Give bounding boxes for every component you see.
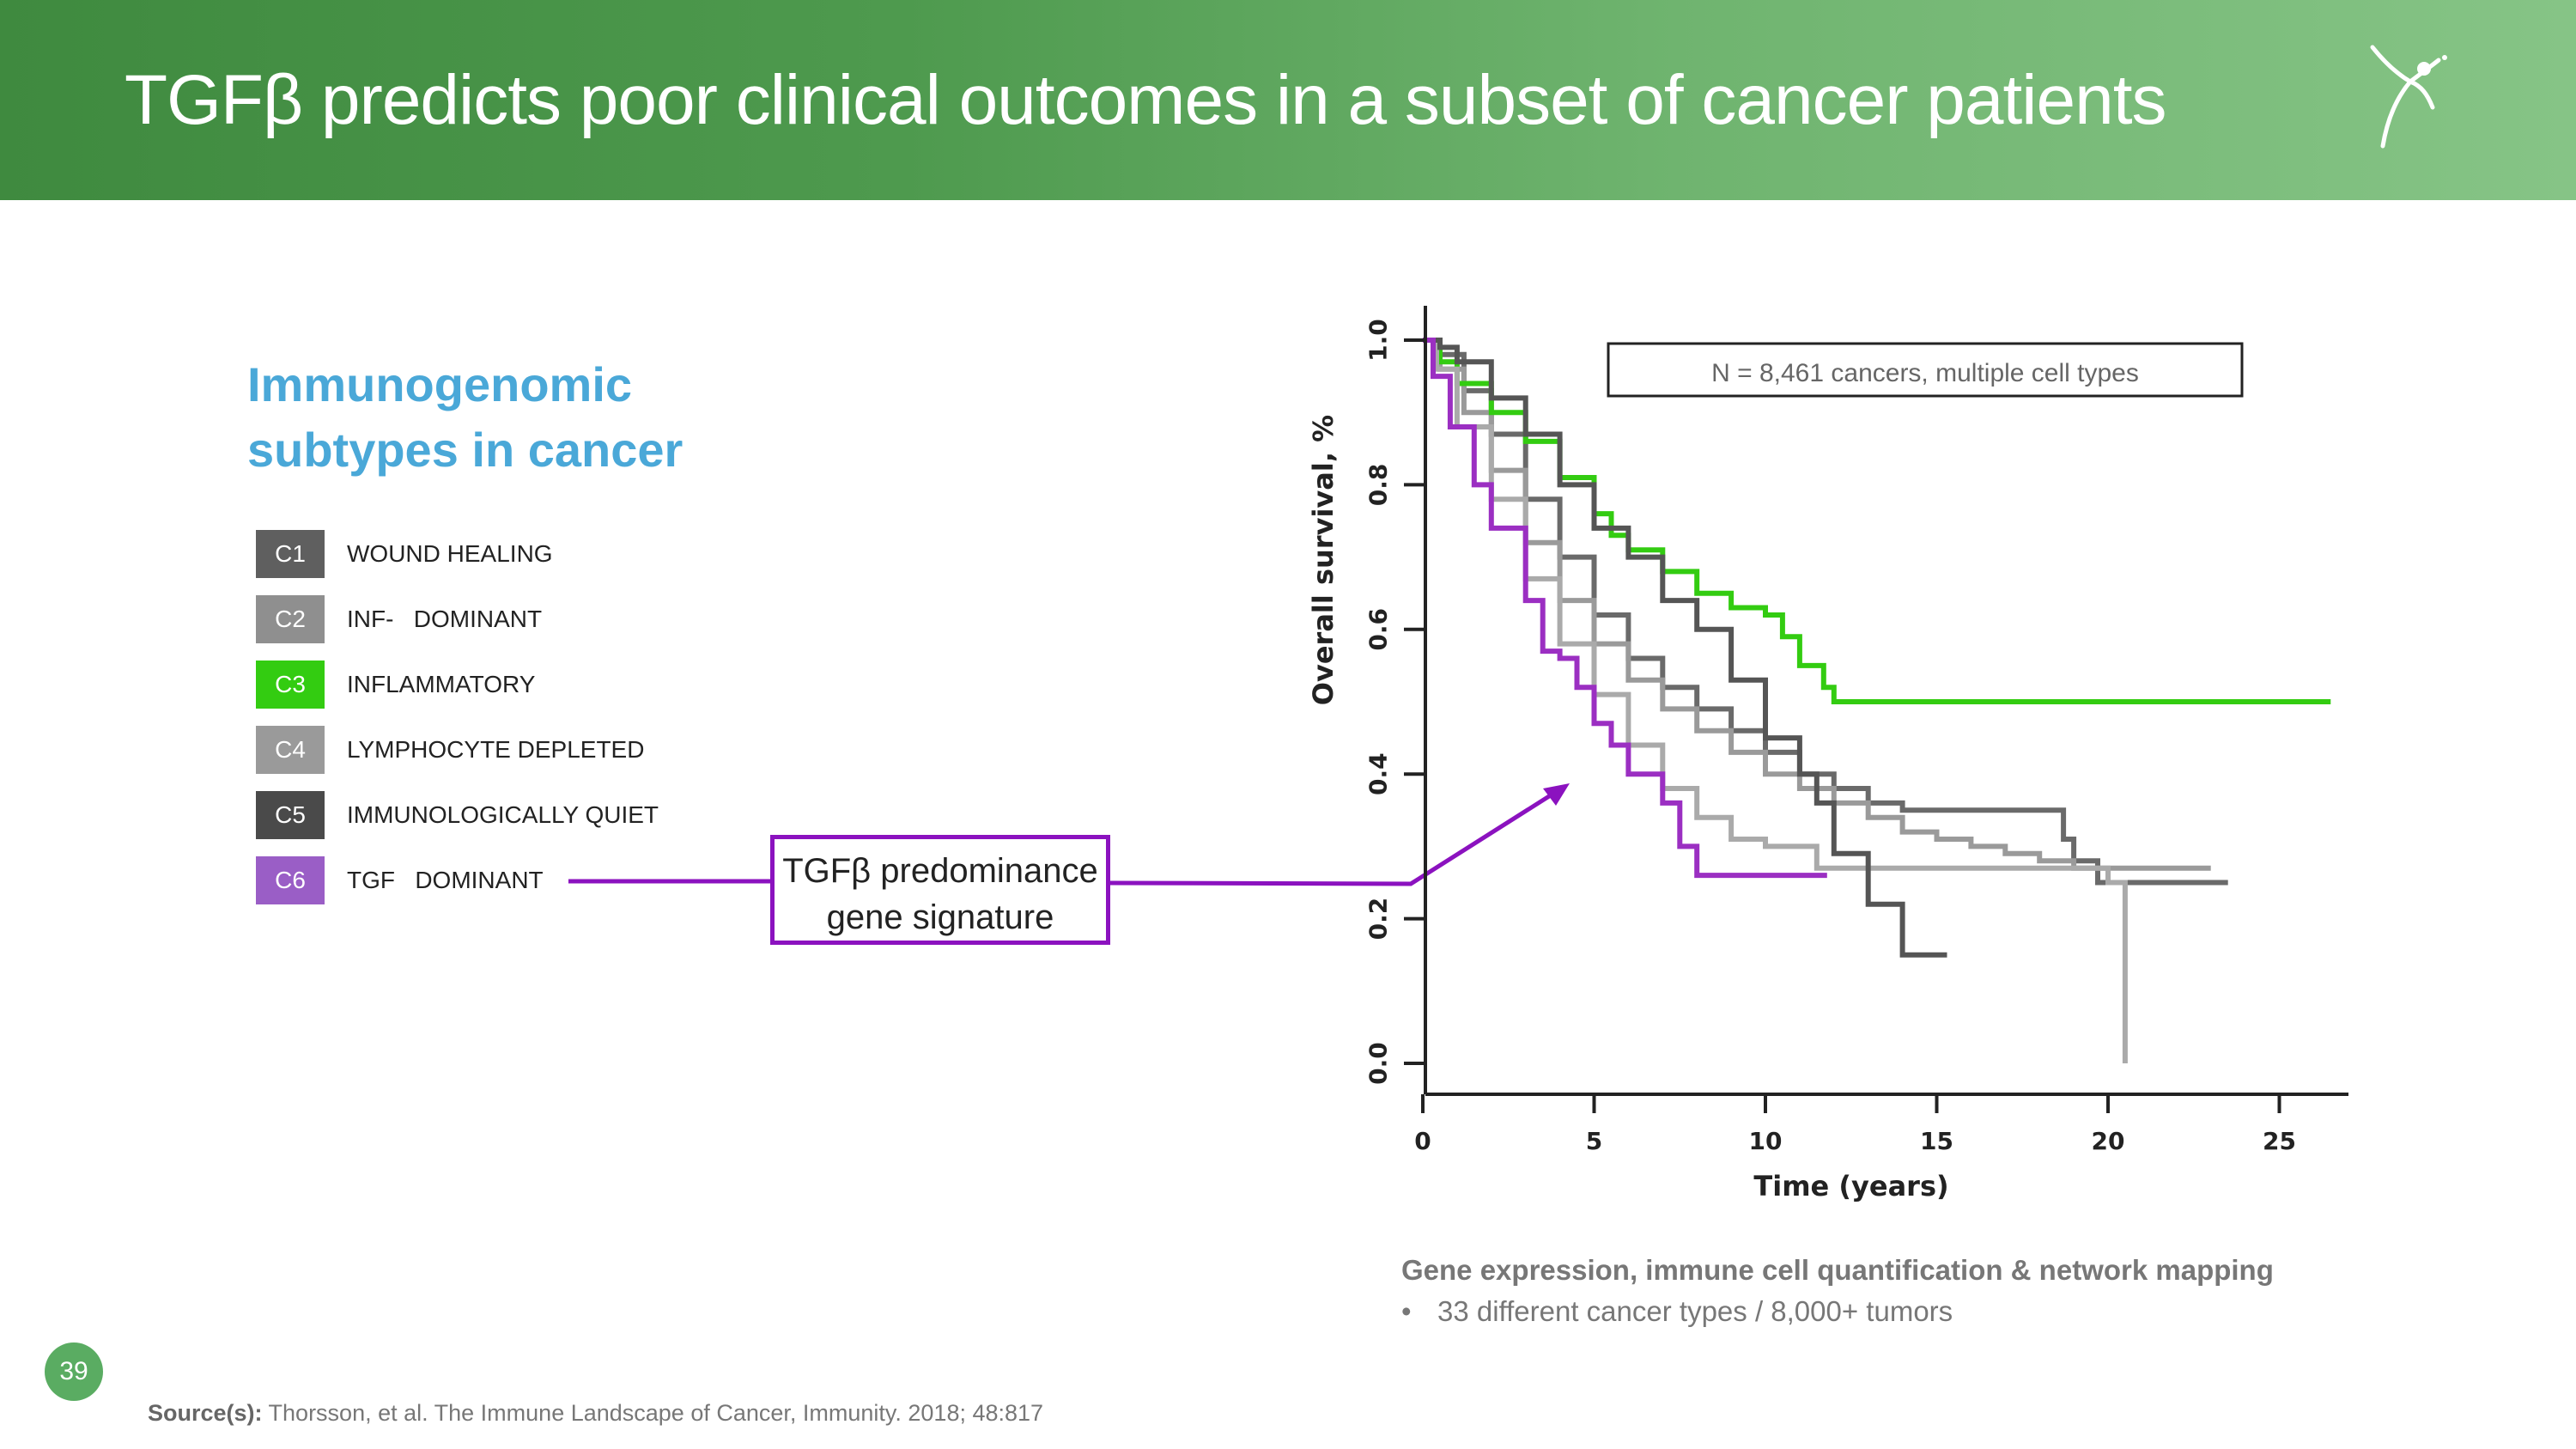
survival-curve-c4 (1423, 338, 2128, 1063)
bullet-icon: • (1401, 1295, 1412, 1327)
callout-line-2: gene signature (826, 898, 1054, 936)
arrowhead-icon (1543, 783, 1570, 806)
subtype-badge: C6 (256, 856, 325, 904)
y-tick-label: 0.8 (1364, 464, 1393, 507)
subtype-item-c1: C1 WOUND HEALING (256, 530, 771, 578)
subtype-item-c4: C4 LYMPHOCYTE DEPLETED (256, 726, 771, 774)
x-tick-label: 20 (2092, 1127, 2125, 1155)
axes-layer: 0.0 0.2 0.4 0.6 0.8 1.0 0 5 10 15 20 25 (1364, 306, 2348, 1155)
y-axis-label: Overall survival, % (1307, 415, 1340, 705)
subtitle-line-1: Immunogenomic (247, 357, 633, 411)
subtype-badge: C1 (256, 530, 325, 578)
source-citation: Source(s): Thorsson, et al. The Immune L… (148, 1400, 1043, 1427)
page-number-badge: 39 (45, 1342, 103, 1401)
chart-caption: Gene expression, immune cell quantificat… (1401, 1254, 2274, 1328)
annotation-box: N = 8,461 cancers, multiple cell types (1607, 342, 2244, 398)
x-tick-label: 25 (2263, 1127, 2296, 1155)
x-axis-label: Time (years) (1753, 1170, 1948, 1202)
caption-bullet-text: 33 different cancer types / 8,000+ tumor… (1437, 1295, 1953, 1327)
header-banner: TGFβ predicts poor clinical outcomes in … (0, 0, 2576, 200)
subtype-label: TGF DOMINANT (347, 867, 544, 893)
section-subtitle: Immunogenomic subtypes in cancer (247, 352, 694, 483)
y-tick-label: 0.6 (1364, 608, 1393, 651)
subtype-item-c3: C3 INFLAMMATORY (256, 661, 771, 709)
y-tick-label: 0.0 (1364, 1042, 1393, 1085)
x-tick-label: 0 (1414, 1127, 1431, 1155)
series-layer (1423, 338, 2331, 1063)
survival-curve-c6 (1423, 338, 1827, 879)
annotation-frame (1607, 342, 2244, 398)
slide-title: TGFβ predicts poor clinical outcomes in … (125, 61, 2167, 139)
caption-bullet: • 33 different cancer types / 8,000+ tumo… (1401, 1295, 2274, 1328)
source-text: Thorsson, et al. The Immune Landscape of… (262, 1400, 1044, 1426)
y-tick-label: 1.0 (1364, 319, 1393, 362)
subtype-label: INFLAMMATORY (347, 671, 536, 697)
subtype-item-c6: C6 TGF DOMINANT (256, 856, 771, 904)
x-tick-label: 5 (1586, 1127, 1602, 1155)
subtype-label: IMMUNOLOGICALLY QUIET (347, 801, 659, 828)
subtype-item-c2: C2 INF- DOMINANT (256, 595, 771, 643)
company-logo-icon (2370, 45, 2447, 149)
subtitle-line-2: subtypes in cancer (247, 423, 683, 477)
connector-arrow-line (1109, 789, 1558, 886)
subtype-label: LYMPHOCYTE DEPLETED (347, 736, 645, 763)
subtype-badge: C5 (256, 791, 325, 839)
subtype-badge: C2 (256, 595, 325, 643)
callout-line-1: TGFβ predominance (782, 852, 1098, 890)
x-tick-label: 10 (1749, 1127, 1783, 1155)
survival-curve-c2 (1423, 338, 2211, 871)
tgfb-callout-box: TGFβ predominance gene signature (770, 835, 1110, 945)
subtype-item-c5: C5 IMMUNOLOGICALLY QUIET (256, 791, 771, 839)
survival-curve-c5 (1423, 338, 1947, 958)
subtype-badge: C4 (256, 726, 325, 774)
callout-connector (568, 783, 1570, 886)
x-tick-label: 15 (1920, 1127, 1953, 1155)
y-tick-label: 0.2 (1364, 898, 1393, 941)
subtype-badge: C3 (256, 661, 325, 709)
subtype-label: INF- DOMINANT (347, 606, 543, 632)
caption-heading: Gene expression, immune cell quantificat… (1401, 1254, 2274, 1286)
annotation-text: N = 8,461 cancers, multiple cell types (1711, 359, 2139, 387)
y-tick-label: 0.4 (1364, 752, 1393, 795)
subtype-label: WOUND HEALING (347, 540, 553, 567)
source-label: Source(s): (148, 1400, 263, 1426)
